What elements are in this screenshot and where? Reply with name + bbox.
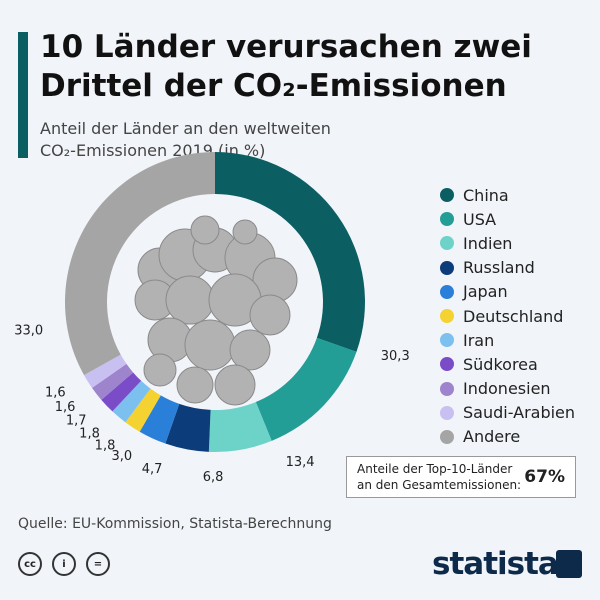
slice-China [215,152,366,352]
data-label: 4,7 [142,462,163,477]
cloud-puff [232,219,258,245]
slice-Deutschland [125,388,161,432]
legend-swatch [440,333,454,348]
legend-swatch [440,429,454,444]
legend-item: Indien [440,231,575,255]
legend-label: Andere [463,427,521,447]
data-label: 6,8 [203,470,224,485]
source: Quelle: EU-Kommission, Statista-Berechnu… [18,516,332,532]
data-label: 1,8 [79,426,100,441]
slice-Indonesien [92,363,134,400]
slice-USA [255,337,357,441]
summary-label: an den Gesamtemissionen: [357,478,522,492]
slice-Indien [208,401,272,452]
legend-label: Deutschland [463,306,564,326]
data-label: 33,0 [14,324,43,339]
legend-swatch [440,260,454,275]
slice-Südkorea [101,372,142,412]
legend-label: Iran [463,330,495,350]
cloud-puff [249,294,291,336]
legend-swatch [440,188,454,203]
legend-item: Russland [440,256,575,280]
legend-item: Südkorea [440,352,575,376]
slice-Iran [112,380,151,423]
data-label: 1,7 [66,413,87,428]
legend-swatch [440,236,454,251]
cloud-puff [165,275,215,325]
data-label: 3,0 [111,449,132,464]
data-label: 1,8 [95,439,116,454]
data-label: 30,3 [381,349,410,364]
legend-swatch [440,309,454,324]
equals-icon[interactable]: = [86,552,110,576]
subtitle-line: Anteil der Länder an den weltweiten [40,119,331,138]
slice-Russland [165,403,211,452]
slice-Saudi-Arabien [84,354,127,388]
legend-label: Südkorea [463,354,538,374]
legend-swatch [440,212,454,227]
data-label: 13,4 [286,455,315,470]
statista-logo[interactable]: statista [432,546,559,582]
person-icon[interactable]: i [52,552,76,576]
statista-logo-icon [556,550,582,578]
summary-label: Anteile der Top-10-Länder [357,462,513,476]
legend-label: Russland [463,258,535,278]
slice-Japan [139,395,180,444]
legend-label: Indonesien [463,379,551,399]
legend-item: Iran [440,328,575,352]
slice-Andere [65,152,215,376]
legend-swatch [440,381,454,396]
legend-label: China [463,185,509,205]
summary-box: Anteile der Top-10-Länder an den Gesamtem… [346,456,576,498]
cloud-puff [190,215,220,245]
legend-item: USA [440,207,575,231]
data-label: 1,6 [55,400,76,415]
legend-item: Andere [440,425,575,449]
cloud-puff [143,353,177,387]
legend-swatch [440,405,454,420]
data-label: 1,6 [45,385,66,400]
cloud-puff [214,364,256,406]
cloud-puff [229,329,271,371]
cc-icon[interactable]: cc [18,552,42,576]
legend-swatch [440,357,454,372]
legend-label: Indien [463,233,513,253]
legend: China USA Indien Russland Japan Deutschland Ir… [440,183,575,449]
summary-value: 67% [524,467,565,487]
cloud-puff [176,366,214,404]
legend-item: Deutschland [440,304,575,328]
legend-label: Japan [463,282,508,302]
legend-item: Japan [440,280,575,304]
accent-bar [18,32,28,158]
legend-label: USA [463,209,497,229]
legend-item: China [440,183,575,207]
page-title: 10 Länder verursachen zwei Drittel der C… [40,29,532,104]
legend-item: Indonesien [440,377,575,401]
cloud-puff [184,319,236,371]
legend-swatch [440,284,454,299]
legend-item: Saudi-Arabien [440,401,575,425]
legend-label: Saudi-Arabien [463,403,576,423]
clouds-illustration [134,215,298,406]
